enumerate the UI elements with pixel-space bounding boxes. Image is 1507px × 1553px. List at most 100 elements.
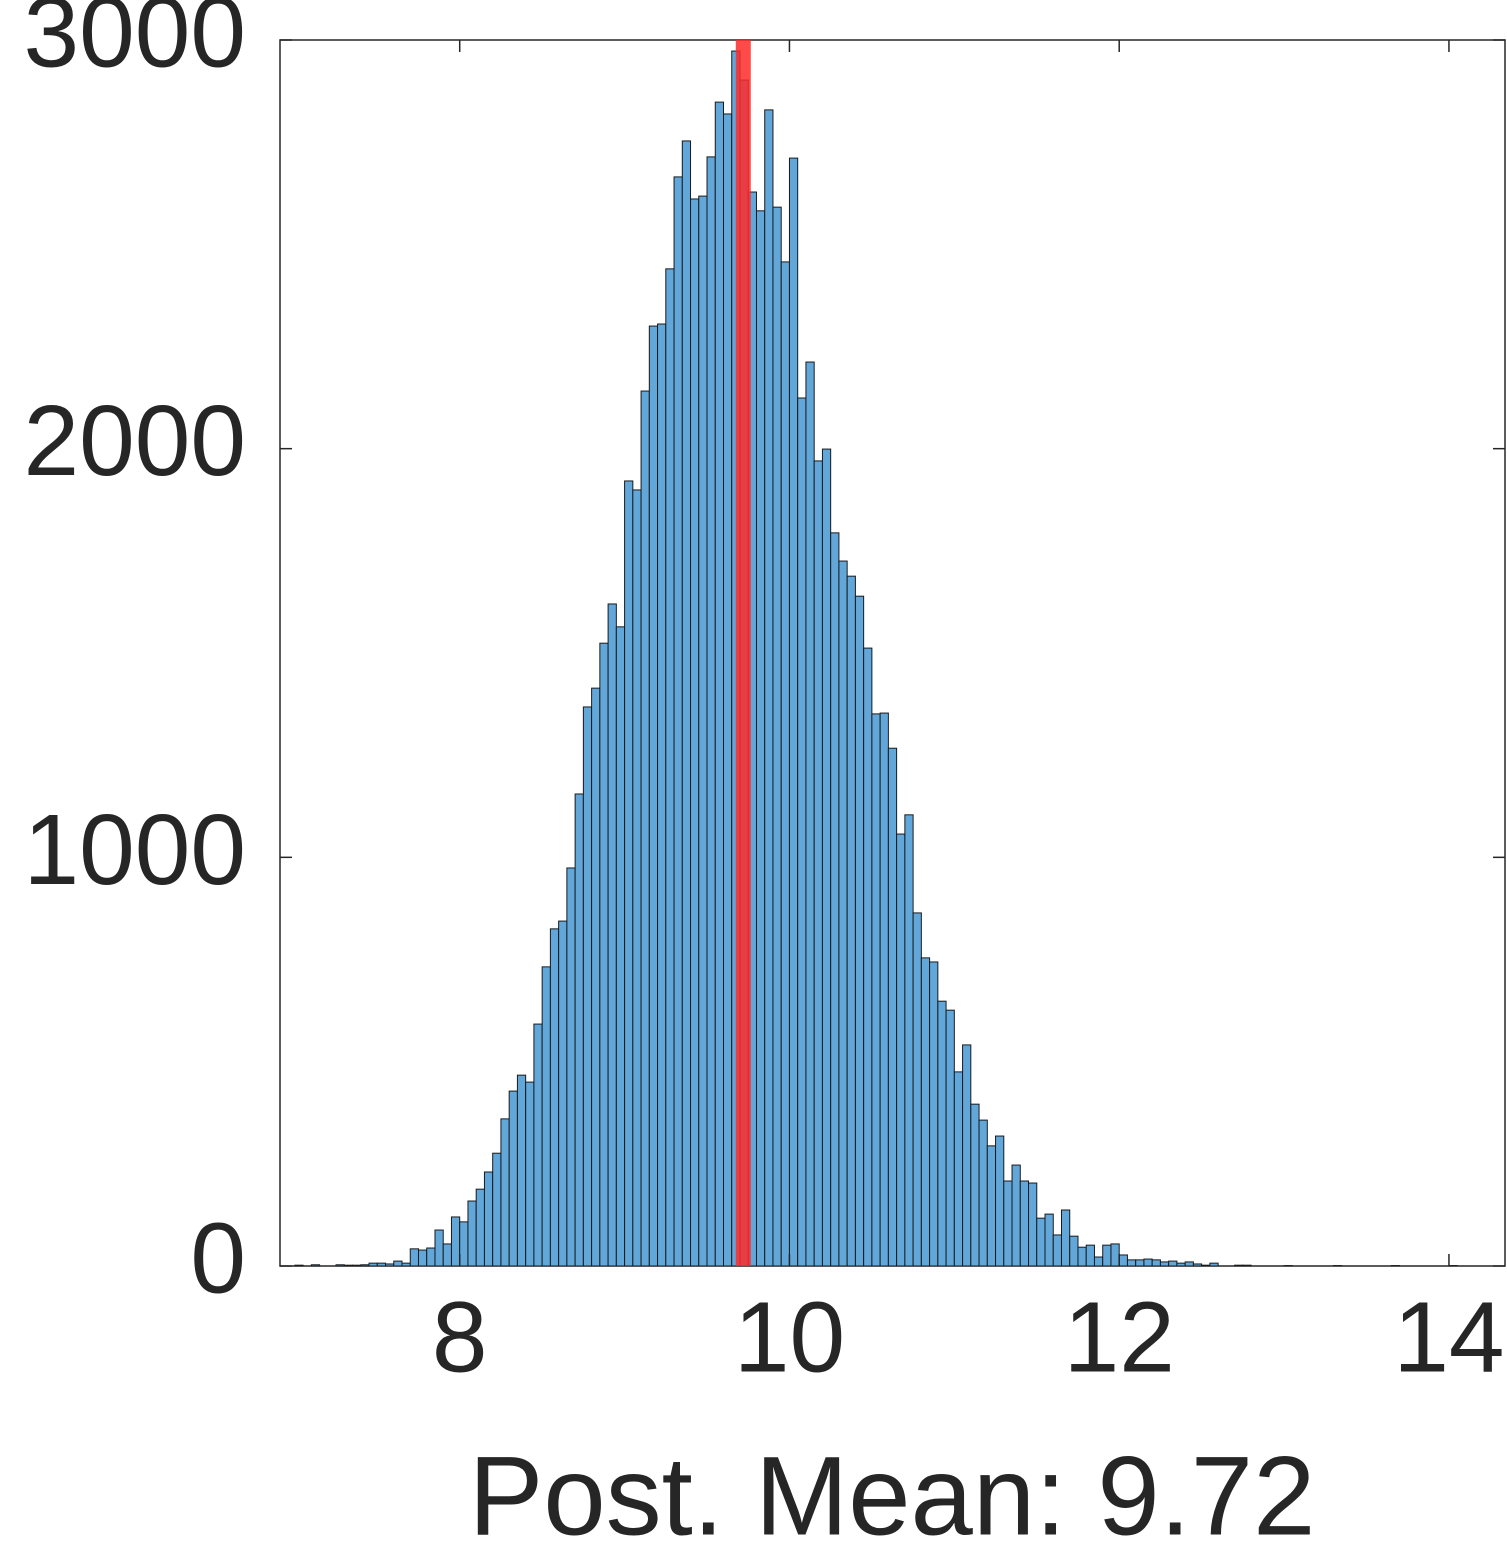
x-tick-label: 14 [1393, 1281, 1504, 1393]
y-tick-label: 0 [190, 1202, 246, 1314]
bar [805, 361, 815, 1267]
bar [1028, 1182, 1038, 1267]
bar [368, 1262, 378, 1267]
bar [1143, 1258, 1153, 1267]
bar [673, 176, 683, 1267]
bar [788, 157, 799, 1267]
bar [352, 1264, 362, 1267]
bar [508, 1090, 518, 1267]
bar [797, 397, 807, 1267]
bar [1159, 1261, 1170, 1267]
bar [714, 101, 725, 1267]
bar [442, 1243, 452, 1267]
bar [912, 912, 922, 1267]
bar [1019, 1180, 1030, 1267]
bar [821, 448, 832, 1267]
bar [1168, 1260, 1178, 1267]
mean-line [735, 40, 751, 1266]
bar [434, 1229, 444, 1267]
bar [360, 1264, 370, 1267]
bar [995, 1135, 1005, 1267]
bar [640, 390, 650, 1267]
bar [1052, 1234, 1062, 1267]
x-axis-label: Post. Mean: 9.72 [469, 1434, 1316, 1553]
bar [376, 1262, 387, 1267]
bar [591, 687, 601, 1267]
bar [764, 109, 774, 1267]
bar [896, 833, 906, 1267]
bar [1011, 1164, 1021, 1267]
bar [393, 1260, 403, 1267]
bar [492, 1152, 502, 1267]
bar [690, 198, 700, 1267]
bar [607, 603, 617, 1267]
bar [1093, 1256, 1104, 1267]
bar [566, 867, 576, 1267]
bar [558, 920, 568, 1267]
bar [615, 626, 626, 1267]
bar [409, 1248, 419, 1267]
bar [1077, 1246, 1087, 1267]
bar [310, 1264, 321, 1267]
bar [978, 1119, 988, 1267]
bar [385, 1263, 395, 1267]
bar [335, 1264, 345, 1267]
bar [1151, 1259, 1161, 1267]
bar [549, 928, 560, 1267]
bar [986, 1145, 997, 1267]
x-tick-label: 12 [1064, 1281, 1175, 1393]
bar [657, 323, 667, 1267]
bar [1102, 1244, 1112, 1267]
bar [1201, 1264, 1211, 1267]
bar [1209, 1262, 1219, 1267]
bar [1003, 1180, 1013, 1267]
bar [450, 1216, 461, 1267]
bar [1135, 1259, 1145, 1267]
bar [723, 113, 733, 1267]
bar [467, 1200, 477, 1267]
bar [755, 210, 766, 1267]
bar [1060, 1209, 1071, 1267]
bar [681, 140, 692, 1267]
bar [632, 489, 642, 1267]
y-tick-label: 1000 [24, 794, 246, 906]
bar [904, 814, 914, 1267]
bar [475, 1188, 485, 1267]
bar [525, 1081, 535, 1267]
bar [846, 575, 856, 1267]
bar [1085, 1244, 1095, 1267]
bar [929, 961, 939, 1267]
bar [533, 1023, 543, 1267]
bar [1242, 1264, 1252, 1267]
bar [541, 966, 551, 1267]
bar [813, 460, 823, 1267]
bar [294, 1264, 304, 1267]
bar [1044, 1213, 1054, 1267]
bar [854, 595, 865, 1267]
bar [953, 1071, 964, 1267]
bar [459, 1221, 469, 1267]
bar [426, 1247, 436, 1267]
bar [582, 706, 593, 1267]
bar [698, 195, 708, 1267]
bar [648, 325, 659, 1267]
bar [871, 713, 881, 1267]
bar [343, 1264, 354, 1267]
bar [879, 712, 889, 1267]
bar [830, 532, 840, 1267]
bar [1069, 1235, 1079, 1267]
bar [706, 156, 716, 1267]
bar [624, 480, 634, 1267]
x-tick-label: 8 [432, 1281, 488, 1393]
y-tick-label: 3000 [24, 0, 246, 88]
bar [838, 560, 848, 1267]
bar [863, 647, 873, 1267]
bar [780, 261, 790, 1267]
bar [962, 1044, 972, 1267]
bar [1126, 1259, 1137, 1267]
bar [417, 1249, 428, 1267]
bar [665, 268, 675, 1267]
bar [937, 1000, 947, 1267]
